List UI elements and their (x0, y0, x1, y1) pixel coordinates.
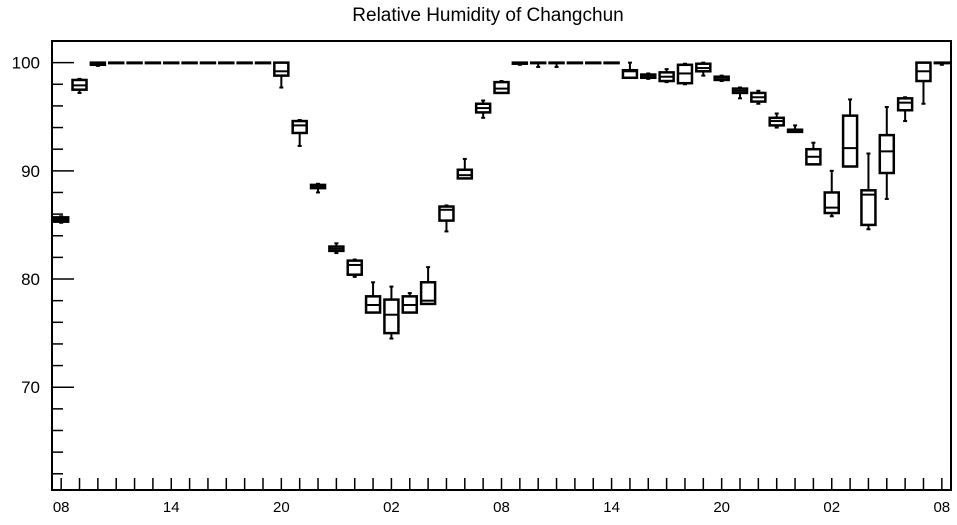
box-iqr (896, 97, 914, 112)
box-iqr (823, 191, 840, 215)
box-plot (786, 124, 804, 134)
box-plot (474, 99, 492, 119)
box-plot (750, 89, 767, 105)
box-plot (291, 118, 308, 147)
x-tick-label: 08 (53, 499, 70, 516)
box-iqr (878, 133, 896, 175)
box-plot (860, 152, 877, 231)
box-plot (419, 266, 437, 306)
box-iqr (346, 259, 363, 276)
box-iqr (860, 189, 877, 227)
box-iqr (621, 68, 639, 80)
box-plot (933, 61, 951, 66)
box-iqr (841, 114, 859, 168)
box-iqr (291, 119, 308, 135)
y-tick-label: 100 (12, 54, 40, 73)
box-plot (878, 105, 896, 200)
box-plot (511, 61, 529, 66)
box-plot (621, 61, 639, 80)
box-plot (566, 61, 584, 65)
box-plot (107, 61, 125, 65)
box-series (52, 61, 951, 340)
box-plot (603, 61, 620, 65)
box-plot (144, 61, 162, 65)
box-iqr (273, 61, 290, 77)
box-plot (309, 182, 327, 194)
box-plot (273, 61, 290, 89)
box-plot (896, 96, 914, 123)
y-tick-label: 70 (21, 378, 40, 397)
x-tick-label: 14 (603, 499, 620, 516)
x-axis: 08 14 20 02 08 14 20 02 08 (53, 478, 950, 516)
box-plot (841, 98, 859, 168)
x-tick-label: 20 (713, 499, 730, 516)
box-iqr (456, 168, 474, 180)
box-iqr (383, 298, 400, 335)
box-plot (456, 157, 474, 180)
box-plot (529, 61, 547, 68)
x-tick-label: 02 (383, 499, 400, 516)
box-plot (584, 61, 602, 65)
box-plot (493, 80, 510, 95)
box-plot (401, 292, 419, 314)
x-tick-label: 08 (933, 499, 950, 516)
box-plot (915, 61, 932, 105)
box-plot (199, 61, 217, 65)
x-tick-label: 20 (273, 499, 290, 516)
box-plot (548, 61, 565, 68)
y-tick-label: 80 (21, 270, 40, 289)
box-plot (438, 204, 455, 233)
box-plot (731, 86, 749, 100)
box-plot (640, 72, 657, 80)
box-plot (89, 61, 107, 67)
box-plot (695, 61, 712, 77)
box-plot (768, 112, 785, 129)
box-plot (805, 141, 822, 166)
x-tick-label: 14 (163, 499, 180, 516)
box-plot (328, 242, 345, 255)
plot-frame (51, 40, 952, 491)
x-tick-label: 02 (823, 499, 840, 516)
box-plot (364, 281, 382, 314)
box-plot (71, 77, 88, 94)
box-plot (52, 215, 70, 224)
box-iqr (493, 80, 510, 95)
box-iqr (438, 205, 455, 222)
box-plot (658, 68, 675, 84)
box-plot (126, 61, 143, 65)
box-plot (383, 285, 400, 340)
x-tick-label: 08 (493, 499, 510, 516)
y-axis: 70 80 90 100 (12, 54, 74, 475)
box-plot (163, 61, 180, 65)
box-plot (254, 61, 272, 65)
box-plot (346, 258, 363, 278)
box-plot (823, 169, 840, 218)
box-plot (181, 61, 198, 65)
box-plot (676, 62, 694, 86)
box-plot (713, 74, 730, 83)
box-plot (236, 61, 253, 65)
box-plot (218, 61, 235, 65)
box-iqr (419, 281, 437, 306)
y-tick-label: 90 (21, 162, 40, 181)
chart-title: Relative Humidity of Changchun (352, 5, 623, 26)
